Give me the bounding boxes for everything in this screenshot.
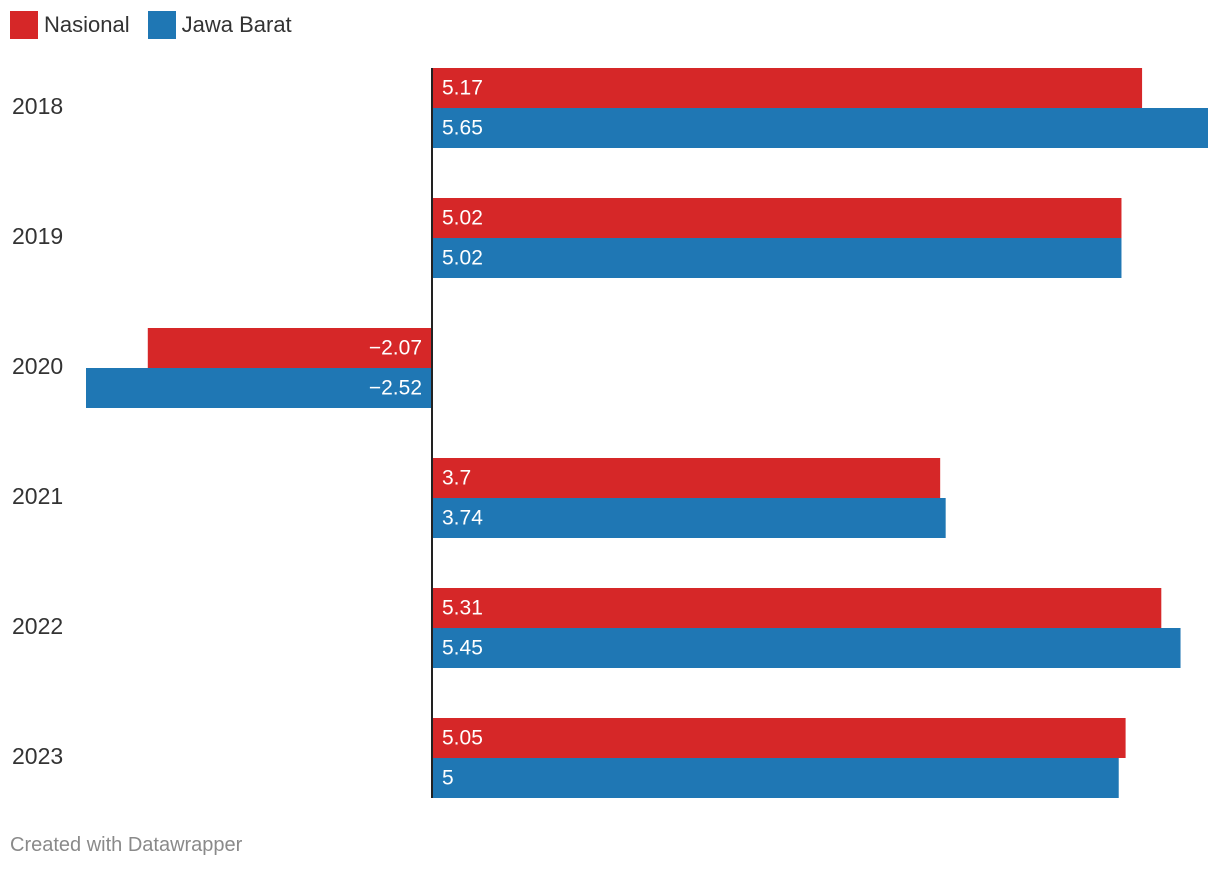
category-label-2023: 2023 xyxy=(12,743,63,769)
bar-nasional-2018 xyxy=(432,68,1143,108)
value-label-jawa-barat-2021: 3.74 xyxy=(442,507,483,530)
bar-jawa-barat-2023 xyxy=(432,758,1119,798)
legend-label-nasional: Nasional xyxy=(44,12,130,37)
bar-jawa-barat-2019 xyxy=(432,238,1122,278)
value-label-jawa-barat-2018: 5.65 xyxy=(442,117,483,140)
bar-jawa-barat-2022 xyxy=(432,628,1181,668)
category-label-2018: 2018 xyxy=(12,93,63,119)
category-label-2020: 2020 xyxy=(12,353,63,379)
value-label-nasional-2023: 5.05 xyxy=(442,727,483,750)
bar-nasional-2023 xyxy=(432,718,1126,758)
value-label-jawa-barat-2020: −2.52 xyxy=(369,377,422,400)
bar-jawa-barat-2018 xyxy=(432,108,1208,148)
legend-swatch-nasional xyxy=(10,11,38,39)
value-label-nasional-2021: 3.7 xyxy=(442,467,471,490)
category-label-2019: 2019 xyxy=(12,223,63,249)
value-label-nasional-2022: 5.31 xyxy=(442,597,483,620)
chart-legend: Nasional Jawa Barat xyxy=(10,10,310,40)
value-label-nasional-2019: 5.02 xyxy=(442,207,483,230)
bar-jawa-barat-2020 xyxy=(86,368,432,408)
value-label-jawa-barat-2022: 5.45 xyxy=(442,637,483,660)
value-label-nasional-2018: 5.17 xyxy=(442,77,483,100)
legend-item-nasional: Nasional xyxy=(10,11,130,39)
value-label-jawa-barat-2023: 5 xyxy=(442,767,454,790)
bar-nasional-2019 xyxy=(432,198,1122,238)
legend-swatch-jawa-barat xyxy=(147,11,176,39)
category-label-2021: 2021 xyxy=(12,483,63,509)
value-label-jawa-barat-2019: 5.02 xyxy=(442,247,483,270)
category-label-2022: 2022 xyxy=(12,613,63,639)
legend-item-jawa-barat: Jawa Barat xyxy=(147,11,292,39)
bar-jawa-barat-2021 xyxy=(432,498,946,538)
bar-nasional-2021 xyxy=(432,458,941,498)
value-label-nasional-2020: −2.07 xyxy=(369,337,422,360)
bar-nasional-2020 xyxy=(147,328,433,368)
legend-label-jawa-barat: Jawa Barat xyxy=(181,12,292,37)
bar-nasional-2022 xyxy=(432,588,1162,628)
footer-credit: Created with Datawrapper xyxy=(10,834,243,856)
